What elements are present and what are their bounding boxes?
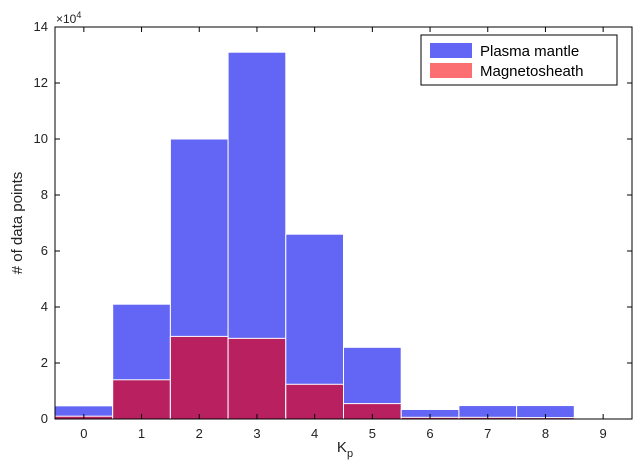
y-tick-label: 4 [41,299,48,314]
bar-magnetosheath [285,383,344,420]
x-tick-label: 0 [80,426,87,441]
legend: Plasma mantle Magnetosheath [420,34,618,86]
x-axis-label-subscript: p [347,448,353,460]
x-tick-label: 3 [253,426,260,441]
x-axis-label: Kp [337,439,353,460]
y-tick-label: 8 [41,187,48,202]
y-scale-base: ×10 [56,12,77,26]
bar-magnetosheath [169,335,229,420]
x-tick-label: 6 [426,426,433,441]
bar-magnetosheath [112,379,171,420]
x-axis-label-main: K [337,439,347,456]
y-scale-exponent: 4 [76,10,81,20]
plot-frame [54,26,633,420]
y-tick-label: 14 [34,19,48,34]
y-axis-label: # of data points [9,172,26,275]
y-tick-label: 12 [34,75,48,90]
y-scale-multiplier: ×104 [56,10,81,26]
x-tick-label: 1 [138,426,145,441]
x-tick-label: 9 [600,426,607,441]
x-tick-label: 2 [196,426,203,441]
y-tick-label: 0 [41,411,48,426]
legend-label-magnetosheath: Magnetosheath [480,63,583,80]
y-tick-label: 6 [41,243,48,258]
x-tick-label: 4 [311,426,318,441]
legend-label-plasma-mantle: Plasma mantle [480,43,579,60]
bars-layer [54,51,575,420]
x-tick-label: 7 [484,426,491,441]
y-tick-label: 10 [34,131,48,146]
x-tick-label: 8 [542,426,549,441]
legend-swatch-plasma-mantle [430,43,472,58]
y-tick-label: 2 [41,355,48,370]
bar-magnetosheath [227,337,287,420]
legend-swatch-magnetosheath [430,63,472,78]
x-tick-label: 5 [369,426,376,441]
